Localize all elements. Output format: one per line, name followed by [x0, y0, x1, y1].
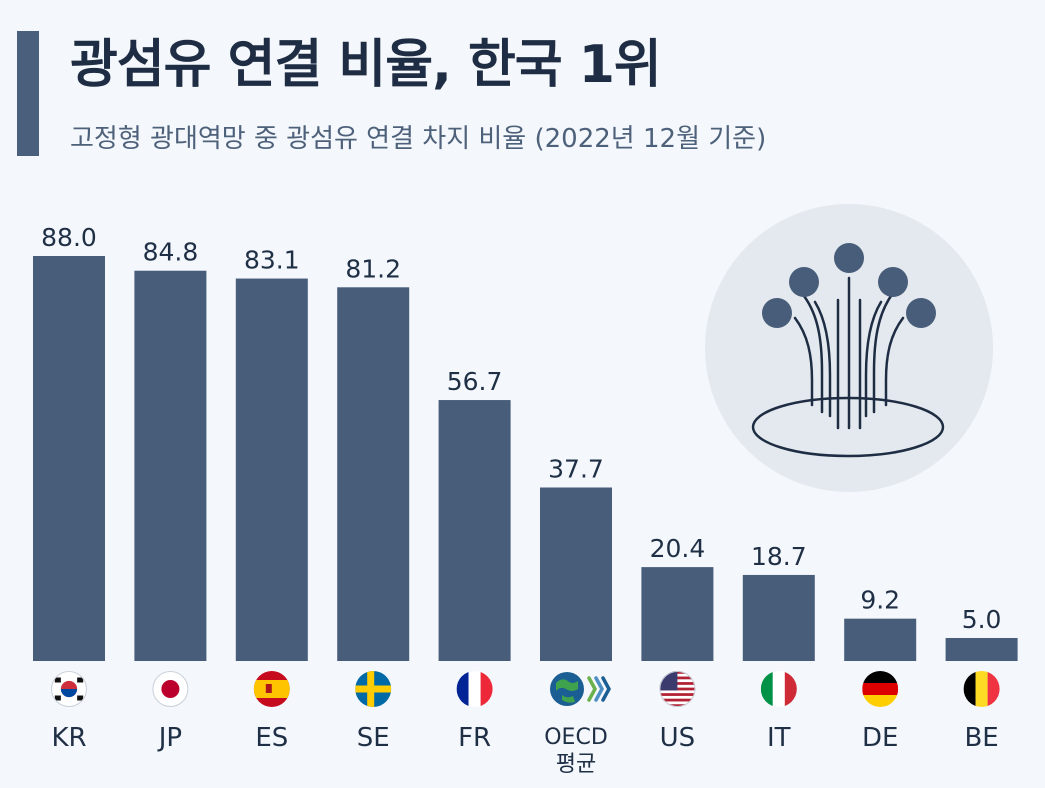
- value-label-8: 9.2: [860, 586, 900, 615]
- bar-3: [337, 287, 410, 661]
- category-label-2: ES: [255, 723, 288, 753]
- bar-2: [235, 278, 308, 661]
- jp-flag-icon: [152, 671, 189, 707]
- be-flag-icon: [963, 671, 1000, 707]
- value-label-6: 20.4: [650, 534, 706, 563]
- fr-flag-icon: [456, 671, 493, 707]
- bar-8: [844, 618, 917, 661]
- bar-1: [134, 270, 207, 661]
- title-accent-bar: [17, 31, 39, 156]
- kr-flag-icon: [51, 671, 87, 707]
- bar-0: [33, 256, 105, 661]
- category-label-4: FR: [458, 723, 491, 753]
- category-label-5: OECD 평균: [544, 725, 608, 777]
- bar-5: [540, 487, 612, 661]
- value-label-7: 18.7: [751, 542, 807, 571]
- bar-7: [742, 574, 815, 661]
- value-label-1: 84.8: [143, 238, 199, 267]
- value-label-4: 56.7: [447, 367, 503, 396]
- category-label-7: IT: [767, 723, 791, 753]
- es-flag-icon: [253, 671, 290, 707]
- chart-title: 광섬유 연결 비율, 한국 1위: [70, 35, 662, 95]
- bar-6: [641, 567, 714, 661]
- value-label-5: 37.7: [548, 454, 604, 483]
- category-label-8: DE: [862, 723, 898, 753]
- fiber-optic-icon: [705, 204, 993, 492]
- de-flag-icon: [862, 671, 899, 707]
- category-label-1: JP: [157, 723, 182, 753]
- chart-subtitle: 고정형 광대역망 중 광섬유 연결 차지 비율 (2022년 12월 기준): [70, 124, 767, 154]
- bars-group: 88.0 KR 84.8 JP 83.1 ES 81.2 SE 56.7 FR 37.7 OECD 평균…: [33, 223, 1018, 777]
- oecd-logo-icon: [550, 672, 611, 706]
- value-label-0: 88.0: [41, 223, 97, 252]
- value-label-3: 81.2: [345, 254, 401, 283]
- bar-4: [438, 400, 511, 661]
- it-flag-icon: [760, 671, 797, 707]
- value-label-9: 5.0: [962, 605, 1002, 634]
- se-flag-icon: [355, 671, 392, 707]
- value-label-2: 83.1: [244, 246, 300, 275]
- bar-9: [945, 637, 1018, 661]
- category-label-6: US: [660, 723, 696, 753]
- category-label-9: BE: [964, 723, 998, 753]
- category-label-0: KR: [51, 723, 86, 753]
- category-label-3: SE: [357, 723, 390, 753]
- us-flag-icon: [659, 671, 696, 707]
